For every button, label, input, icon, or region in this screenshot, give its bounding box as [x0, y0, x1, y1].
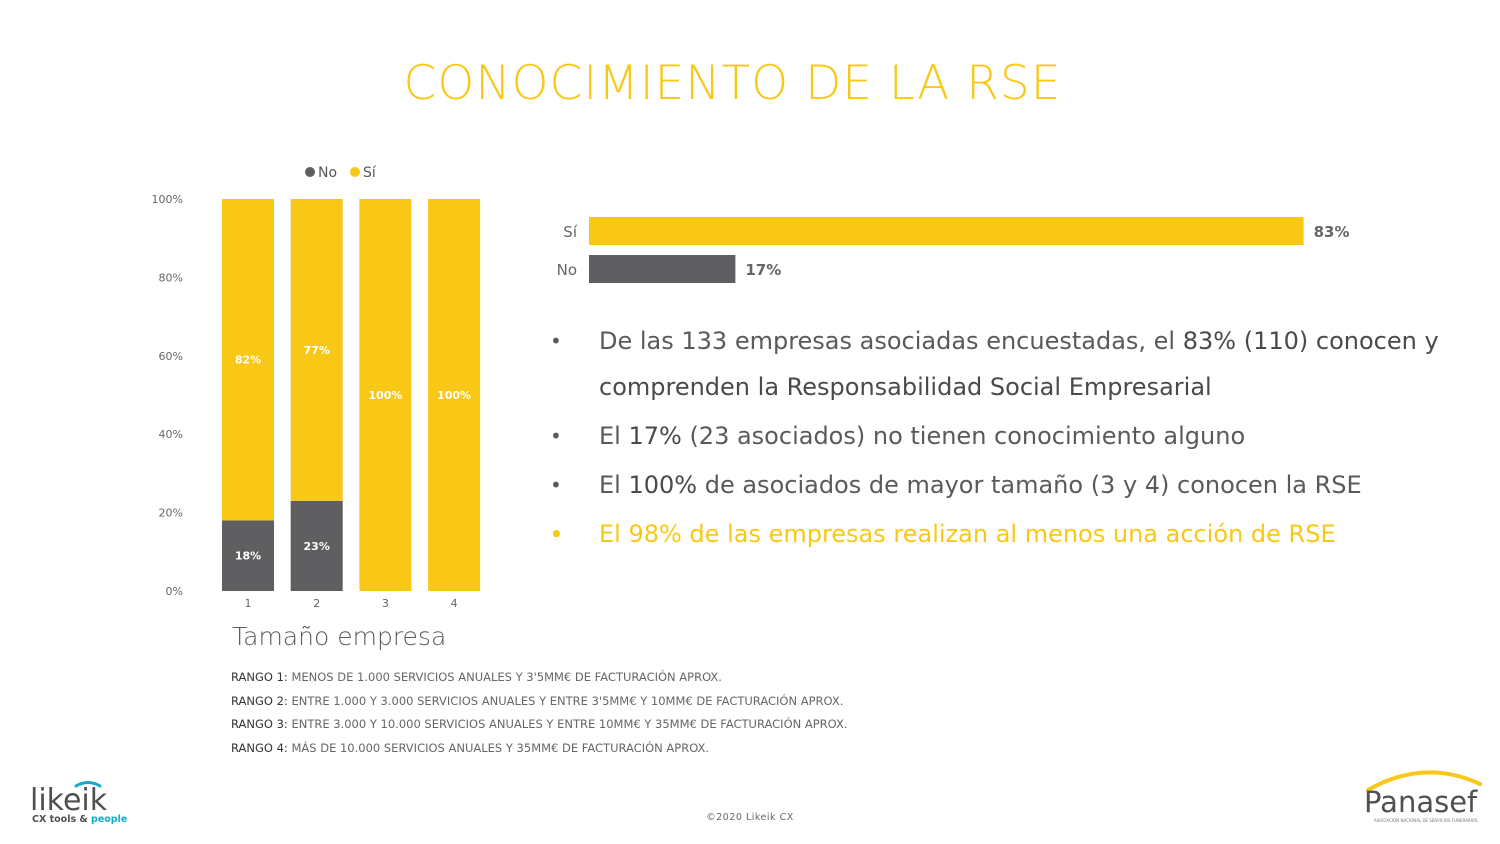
category-label: Sí: [563, 223, 578, 241]
bar-segment-no: [222, 520, 274, 591]
svg-text:Panasef: Panasef: [1364, 785, 1478, 819]
svg-text:CX tools & people: CX tools & people: [32, 814, 127, 825]
bar: [589, 217, 1304, 245]
x-tick-label: 1: [245, 597, 252, 610]
bar-segment-si: [428, 199, 481, 591]
x-tick-label: 4: [451, 597, 458, 610]
x-axis-title: Tamaño empresa: [232, 622, 447, 651]
bullet-list: De las 133 empresas asociadas encuestada…: [548, 318, 1478, 560]
x-tick-label: 3: [382, 597, 389, 610]
data-label: 100%: [437, 389, 471, 402]
range-label: RANGO 3:: [231, 717, 288, 731]
legend-marker: [350, 167, 360, 177]
y-tick-label: 20%: [159, 507, 183, 520]
bullet-item: De las 133 empresas asociadas encuestada…: [548, 318, 1478, 410]
data-label: 77%: [304, 344, 330, 357]
category-label: No: [557, 261, 577, 279]
range-row: RANGO 1: MENOS DE 1.000 SERVICIOS ANUALE…: [231, 669, 848, 693]
range-label: RANGO 2:: [231, 693, 288, 708]
bullet-item: El 17% (23 asociados) no tienen conocimi…: [548, 413, 1478, 459]
legend-label: No: [318, 165, 337, 181]
range-label: RANGO 1:: [231, 670, 288, 684]
data-label: 23%: [304, 540, 330, 553]
svg-text:ASOCIACIÓN NACIONAL DE SERVICI: ASOCIACIÓN NACIONAL DE SERVICIOS FUNERAR…: [1374, 818, 1478, 823]
footer-copyright: ©2020 Likeik CX: [706, 812, 794, 823]
data-label: 100%: [368, 389, 402, 402]
bar-segment-no: [290, 500, 343, 591]
range-row: RANGO 4: MÁS DE 10.000 SERVICIOS ANUALES…: [231, 740, 848, 764]
bullet-item: El 100% de asociados de mayor tamaño (3 …: [548, 462, 1478, 508]
range-row: RANGO 3: ENTRE 3.000 Y 10.000 SERVICIOS …: [231, 716, 848, 740]
data-label: 82%: [235, 354, 261, 367]
horizontal-bar-chart: Sí 83% No 17%: [557, 217, 1350, 283]
bar-segment-si: [290, 199, 343, 501]
chart-legend: No Sí: [305, 165, 377, 181]
range-desc: ENTRE 1.000 Y 3.000 SERVICIOS ANUALES Y …: [287, 693, 844, 708]
range-label: RANGO 4:: [231, 740, 288, 755]
panasef-logo: Panasef ASOCIACIÓN NACIONAL DE SERVICIOS…: [1364, 770, 1482, 823]
slide-title: CONOCIMIENTO DE LA RSE: [403, 56, 1062, 111]
range-desc: MENOS DE 1.000 SERVICIOS ANUALES Y 3'5MM…: [287, 670, 722, 684]
legend-label: Sí: [363, 165, 377, 181]
y-tick-label: 40%: [159, 428, 183, 441]
bar-segment-si: [222, 199, 274, 521]
y-tick-label: 60%: [159, 350, 183, 363]
range-row: RANGO 2: ENTRE 1.000 Y 3.000 SERVICIOS A…: [231, 693, 848, 717]
y-tick-label: 100%: [152, 193, 183, 206]
svg-text:likeik: likeik: [30, 783, 108, 818]
y-tick-label: 80%: [159, 271, 183, 284]
data-label: 17%: [745, 261, 781, 279]
x-tick-label: 2: [313, 597, 320, 610]
data-label: 83%: [1314, 223, 1350, 241]
data-label: 18%: [235, 550, 261, 563]
range-legend: RANGO 1: MENOS DE 1.000 SERVICIOS ANUALE…: [231, 669, 848, 763]
range-desc: MÁS DE 10.000 SERVICIOS ANUALES Y 35MM€ …: [287, 740, 710, 755]
likeik-logo: likeik CX tools & people: [30, 781, 127, 825]
y-tick-label: 0%: [166, 585, 183, 598]
legend-marker: [305, 167, 315, 177]
stacked-bar-chart: No Sí 0% 20% 40% 60% 80% 100% 18% 82% 1 23% 77% 2 100%…: [152, 165, 481, 610]
bullet-item-highlight: El 98% de las empresas realizan al menos…: [548, 511, 1478, 557]
bar: [589, 255, 736, 283]
bar-segment-si: [359, 199, 412, 591]
range-desc: ENTRE 3.000 Y 10.000 SERVICIOS ANUALES Y…: [287, 717, 848, 731]
